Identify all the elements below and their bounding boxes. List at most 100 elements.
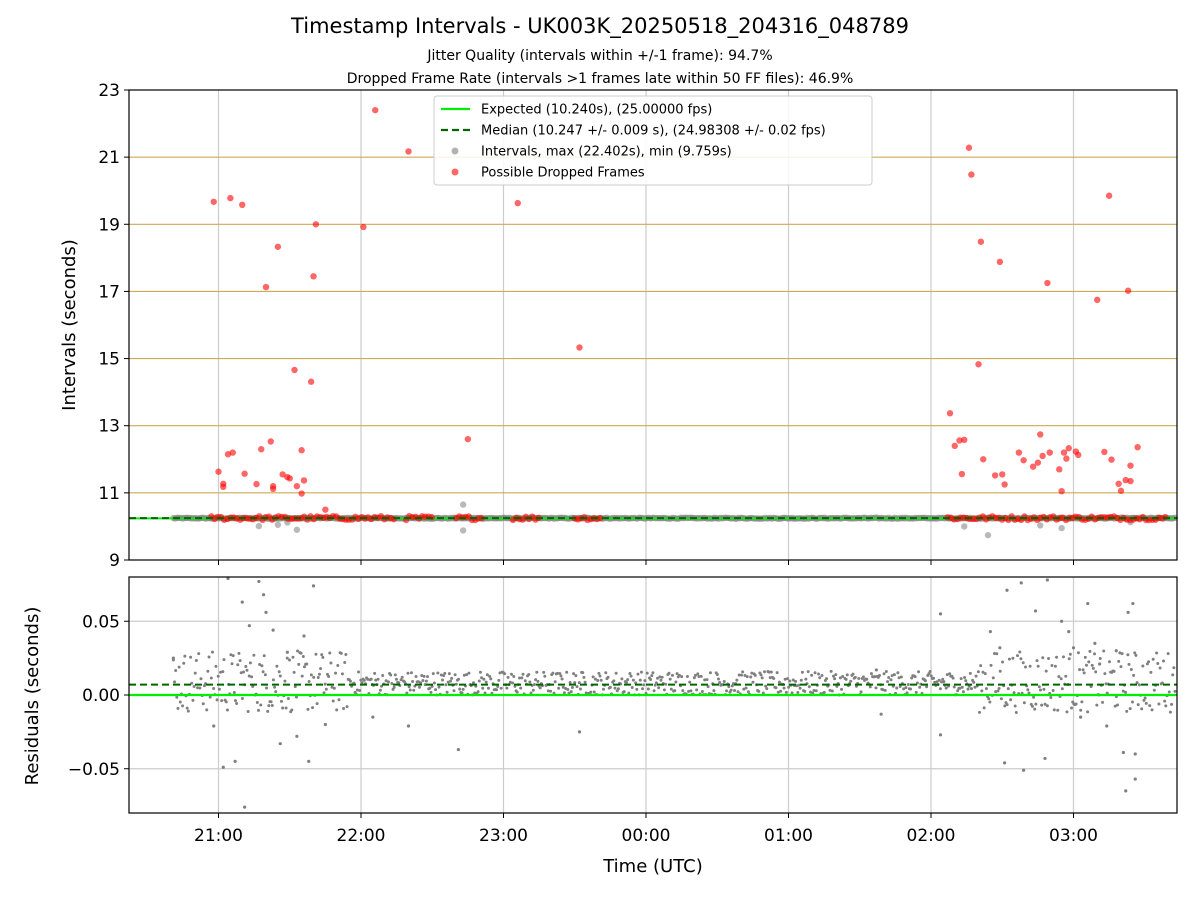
dropped-frame-point: [1108, 456, 1115, 463]
residual-point: [923, 679, 927, 683]
residual-point: [649, 678, 653, 682]
residual-point: [643, 679, 647, 683]
y-tick-label: 11: [98, 484, 120, 504]
residual-point: [1102, 649, 1106, 653]
residual-point: [230, 662, 234, 666]
residual-point: [1121, 750, 1125, 755]
residual-point: [841, 675, 845, 679]
residual-point: [1098, 657, 1102, 661]
residual-point: [656, 676, 660, 680]
residual-point: [825, 677, 829, 681]
residual-point: [314, 652, 318, 656]
legend-expected-label: Expected (10.240s), (25.00000 fps): [481, 103, 712, 118]
residual-point: [1173, 689, 1177, 693]
residual-point: [657, 686, 661, 690]
jitter-quality-subtitle: Jitter Quality (intervals within +/-1 fr…: [427, 48, 773, 64]
residual-point: [523, 679, 527, 683]
residual-point: [1090, 663, 1094, 667]
residual-point: [680, 675, 684, 679]
interval-point: [1037, 522, 1044, 529]
residual-point: [879, 712, 883, 716]
residual-point: [933, 680, 937, 684]
residual-point: [340, 672, 344, 676]
legend-box: [433, 95, 873, 186]
residual-point: [1068, 652, 1072, 656]
residual-point: [703, 678, 707, 682]
residual-point: [376, 677, 380, 681]
residual-point: [520, 676, 524, 680]
dropped-frame-point: [300, 477, 308, 484]
residual-point: [480, 676, 484, 680]
residual-point: [444, 683, 448, 687]
residual-point: [378, 688, 382, 692]
residual-point: [1005, 588, 1009, 592]
residual-point: [209, 676, 213, 680]
residual-point: [1135, 681, 1139, 685]
residual-point: [452, 689, 456, 693]
residual-point: [1003, 761, 1007, 765]
residual-point: [1104, 682, 1108, 686]
residual-point: [1024, 665, 1028, 669]
residual-point: [414, 674, 418, 678]
residual-point: [251, 685, 255, 689]
residual-point: [865, 677, 869, 681]
residual-point: [454, 682, 458, 686]
residual-point: [1150, 708, 1154, 712]
residual-point: [384, 679, 388, 683]
residual-point: [730, 684, 734, 688]
residual-point: [845, 673, 849, 677]
residual-point: [1113, 704, 1117, 708]
residual-point: [344, 653, 348, 657]
residual-point: [300, 674, 304, 678]
residual-point: [696, 672, 700, 676]
dropped-frame-point: [1029, 463, 1037, 470]
residual-point: [814, 689, 818, 693]
interval-point: [293, 526, 301, 533]
residual-point: [660, 675, 664, 679]
residual-point: [577, 681, 581, 685]
residual-point: [278, 742, 282, 746]
residual-point: [497, 678, 501, 682]
residual-point: [1033, 609, 1038, 613]
residual-point: [806, 670, 810, 674]
residual-point: [362, 678, 366, 682]
residual-point: [406, 671, 410, 675]
residual-point: [185, 706, 189, 710]
residual-point: [1094, 670, 1098, 674]
residual-point: [225, 708, 229, 712]
intervals-panel: 9 11 13 15 17 19 21 23 Expected (10.240s), (25.0…: [98, 81, 1179, 571]
residual-point: [307, 759, 311, 763]
dropped-frame-point: [241, 470, 248, 477]
dropped-frame-point: [956, 437, 963, 444]
dropped-frame-point: [980, 456, 987, 463]
y-tick-label: 19: [98, 215, 120, 235]
residual-point: [932, 676, 936, 680]
residual-point: [277, 670, 281, 674]
residual-point: [760, 676, 764, 680]
residual-point: [593, 677, 597, 681]
bottom-y-axis-label: Residuals (seconds): [22, 607, 43, 786]
dropped-frame-point: [1056, 466, 1063, 473]
residual-point: [359, 678, 363, 682]
residual-point: [743, 673, 747, 677]
residual-point: [177, 665, 181, 669]
residual-point: [320, 653, 324, 657]
residual-point: [1167, 690, 1171, 694]
residual-point: [531, 688, 535, 692]
dropped-frame-point: [262, 283, 270, 291]
residual-point: [426, 675, 430, 679]
residual-point: [1006, 687, 1010, 691]
residual-point: [564, 686, 568, 690]
dropped-frame-point: [1101, 448, 1108, 456]
residual-point: [1147, 660, 1151, 664]
residual-point: [829, 669, 833, 673]
dropped-frame-point: [1115, 480, 1122, 487]
residual-point: [782, 686, 786, 690]
y-tick-label: 23: [98, 81, 120, 101]
legend-intervals-label: Intervals, max (22.402s), min (9.759s): [481, 145, 732, 160]
residual-point: [467, 671, 471, 675]
residual-point: [772, 676, 776, 680]
residual-point: [1042, 687, 1046, 691]
residual-point: [440, 678, 444, 682]
residual-point: [329, 661, 333, 665]
